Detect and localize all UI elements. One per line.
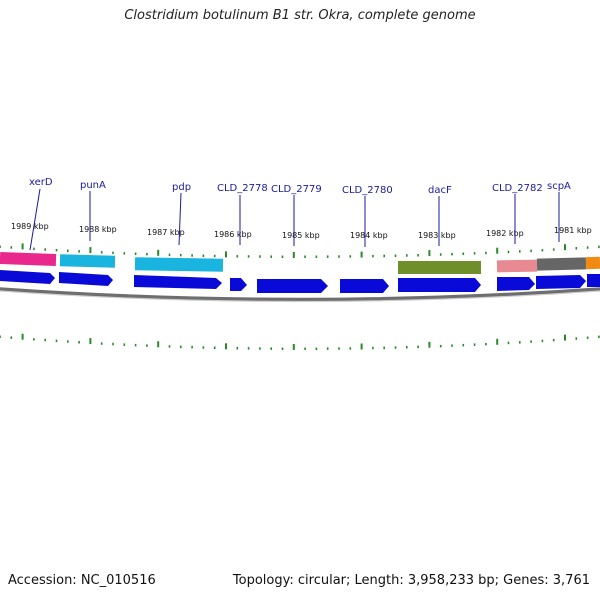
kbp-label: 1983 kbp bbox=[418, 231, 456, 240]
outer-tick-marks bbox=[0, 243, 600, 258]
feature-track bbox=[0, 252, 600, 274]
cds-arrow-5 bbox=[257, 279, 328, 293]
cds-arrow-9 bbox=[536, 275, 586, 289]
kbp-label: 1982 kbp bbox=[486, 229, 524, 238]
cds-arrow-10 bbox=[587, 274, 600, 287]
cds-arrow-1 bbox=[0, 270, 55, 284]
kbp-label: 1988 kbp bbox=[79, 225, 117, 234]
feature-next bbox=[585, 256, 600, 270]
kbp-label: 1981 kbp bbox=[554, 226, 592, 235]
kbp-label: 1989 kbp bbox=[11, 222, 49, 231]
cds-arrow-6 bbox=[340, 279, 389, 293]
cds-arrow-8 bbox=[497, 277, 535, 291]
feature-punA bbox=[59, 254, 116, 268]
gene-label-punA: punA bbox=[80, 180, 106, 191]
cds-track bbox=[0, 270, 600, 293]
kbp-scale: 1989 kbp 1988 kbp 1987 kbp 1986 kbp 1985… bbox=[11, 222, 592, 240]
genome-summary-text: Topology: circular; Length: 3,958,233 bp… bbox=[232, 573, 590, 588]
feature-CLD_2782 bbox=[496, 259, 538, 273]
gene-label-xerD: xerD bbox=[29, 177, 53, 188]
kbp-label: 1986 kbp bbox=[214, 230, 252, 239]
feature-scpA bbox=[536, 257, 587, 271]
gene-label-CLD_2778: CLD_2778 bbox=[217, 183, 268, 194]
accession-text: Accession: NC_010516 bbox=[8, 573, 156, 588]
gene-label-leaders bbox=[29, 188, 560, 251]
cds-arrow-7 bbox=[398, 278, 481, 292]
gene-label-CLD_2779: CLD_2779 bbox=[271, 184, 322, 195]
leader-pdp bbox=[178, 192, 182, 246]
cds-arrow-2 bbox=[59, 272, 113, 286]
inner-tick-marks bbox=[0, 333, 600, 350]
kbp-label: 1984 kbp bbox=[350, 231, 388, 240]
cds-arrow-4 bbox=[230, 278, 247, 291]
gene-label-dacF: dacF bbox=[428, 185, 452, 196]
map-title: Clostridium botulinum B1 str. Okra, comp… bbox=[124, 8, 476, 23]
feature-pdp bbox=[134, 257, 224, 272]
gene-label-pdp: pdp bbox=[172, 182, 191, 193]
kbp-label: 1987 kbp bbox=[147, 228, 185, 237]
genome-backbone-highlight bbox=[0, 290, 600, 303]
gene-labels: xerD punA pdp CLD_2778 CLD_2779 CLD_2780… bbox=[29, 177, 571, 196]
genome-backbone bbox=[0, 287, 600, 302]
gene-label-scpA: scpA bbox=[547, 181, 571, 192]
cds-arrow-3 bbox=[134, 275, 222, 289]
gene-label-CLD_2780: CLD_2780 bbox=[342, 185, 393, 196]
feature-dacF bbox=[398, 261, 481, 274]
leader-xerD bbox=[29, 188, 41, 251]
feature-xerD bbox=[0, 252, 57, 266]
gene-label-CLD_2782: CLD_2782 bbox=[492, 183, 543, 194]
kbp-label: 1985 kbp bbox=[282, 231, 320, 240]
